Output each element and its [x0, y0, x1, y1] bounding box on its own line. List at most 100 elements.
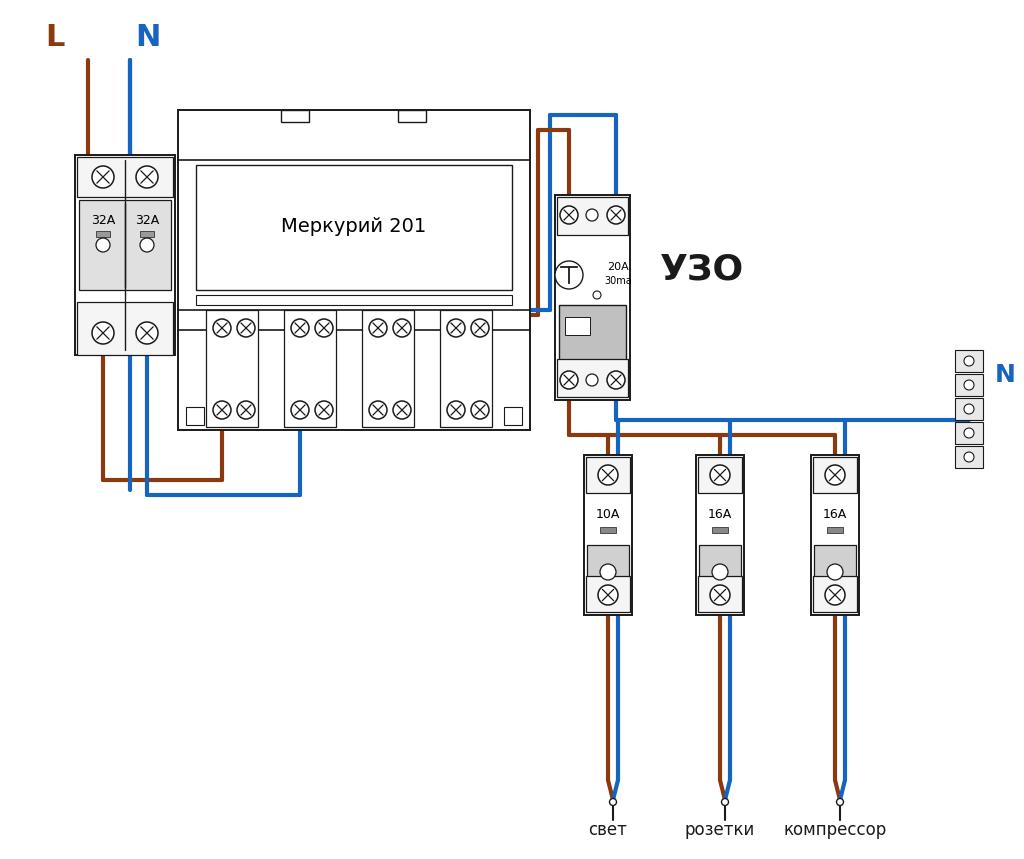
Circle shape	[710, 585, 730, 605]
Bar	[206, 310, 258, 427]
Bar	[140, 231, 154, 237]
Circle shape	[140, 238, 154, 252]
Bar	[600, 527, 616, 533]
Bar	[955, 422, 983, 444]
Circle shape	[315, 401, 333, 419]
Circle shape	[447, 401, 465, 419]
Text: L: L	[45, 23, 65, 52]
Text: N: N	[135, 23, 161, 52]
Bar	[79, 200, 171, 290]
Bar	[77, 302, 173, 355]
Bar	[178, 110, 530, 430]
Circle shape	[586, 374, 598, 386]
Circle shape	[393, 401, 411, 419]
Circle shape	[560, 206, 578, 224]
Bar	[362, 310, 414, 427]
Bar	[955, 398, 983, 420]
Circle shape	[607, 371, 625, 389]
Text: 30ma: 30ma	[604, 276, 632, 286]
Circle shape	[593, 291, 601, 299]
Circle shape	[710, 465, 730, 485]
Circle shape	[964, 452, 974, 462]
Circle shape	[555, 261, 583, 289]
Bar	[96, 231, 110, 237]
Text: 32A: 32A	[91, 214, 115, 227]
Bar	[557, 359, 628, 397]
Bar	[811, 455, 859, 615]
Text: УЗО: УЗО	[660, 253, 744, 287]
Circle shape	[213, 401, 231, 419]
Circle shape	[712, 564, 728, 580]
Circle shape	[96, 238, 110, 252]
Bar	[813, 457, 857, 493]
Bar	[586, 457, 630, 493]
Bar	[814, 545, 856, 600]
Bar	[440, 310, 492, 427]
Text: Меркурий 201: Меркурий 201	[282, 217, 427, 236]
Circle shape	[964, 356, 974, 366]
Bar	[827, 527, 843, 533]
Circle shape	[964, 428, 974, 438]
Bar	[555, 195, 630, 400]
Circle shape	[825, 465, 845, 485]
Bar	[696, 455, 744, 615]
Circle shape	[825, 585, 845, 605]
Circle shape	[237, 401, 255, 419]
Circle shape	[471, 401, 489, 419]
Circle shape	[964, 380, 974, 390]
Bar	[196, 165, 512, 290]
Bar	[698, 457, 742, 493]
Circle shape	[447, 319, 465, 337]
Circle shape	[291, 401, 309, 419]
Bar	[77, 157, 173, 197]
Bar	[557, 197, 628, 235]
Bar	[398, 110, 426, 122]
Bar	[75, 155, 175, 355]
Bar	[813, 576, 857, 612]
Circle shape	[92, 322, 114, 344]
Circle shape	[471, 319, 489, 337]
Bar	[284, 310, 336, 427]
Circle shape	[598, 465, 618, 485]
Text: N: N	[995, 363, 1016, 387]
Circle shape	[722, 799, 728, 806]
Circle shape	[586, 209, 598, 221]
Circle shape	[369, 319, 387, 337]
Bar	[587, 545, 629, 600]
Text: 16A: 16A	[708, 509, 732, 521]
Bar	[186, 407, 204, 425]
Circle shape	[136, 166, 158, 188]
Bar	[504, 407, 522, 425]
Circle shape	[600, 564, 616, 580]
Bar	[712, 527, 728, 533]
Circle shape	[837, 799, 844, 806]
Bar	[565, 317, 590, 335]
Circle shape	[827, 564, 843, 580]
Bar	[559, 305, 626, 360]
Circle shape	[92, 166, 114, 188]
Text: свет: свет	[589, 821, 628, 839]
Text: 32A: 32A	[135, 214, 159, 227]
Circle shape	[136, 322, 158, 344]
Circle shape	[393, 319, 411, 337]
Circle shape	[609, 799, 616, 806]
Bar	[955, 446, 983, 468]
Circle shape	[598, 585, 618, 605]
Circle shape	[560, 371, 578, 389]
Circle shape	[291, 319, 309, 337]
Bar	[698, 576, 742, 612]
Bar	[584, 455, 632, 615]
Circle shape	[237, 319, 255, 337]
Bar	[699, 545, 741, 600]
Bar	[196, 295, 512, 305]
Circle shape	[369, 401, 387, 419]
Circle shape	[607, 206, 625, 224]
Text: 10A: 10A	[596, 509, 621, 521]
Text: розетки: розетки	[685, 821, 755, 839]
Bar	[281, 110, 309, 122]
Text: компрессор: компрессор	[783, 821, 887, 839]
Circle shape	[315, 319, 333, 337]
Bar	[586, 576, 630, 612]
Bar	[955, 374, 983, 396]
Circle shape	[213, 319, 231, 337]
